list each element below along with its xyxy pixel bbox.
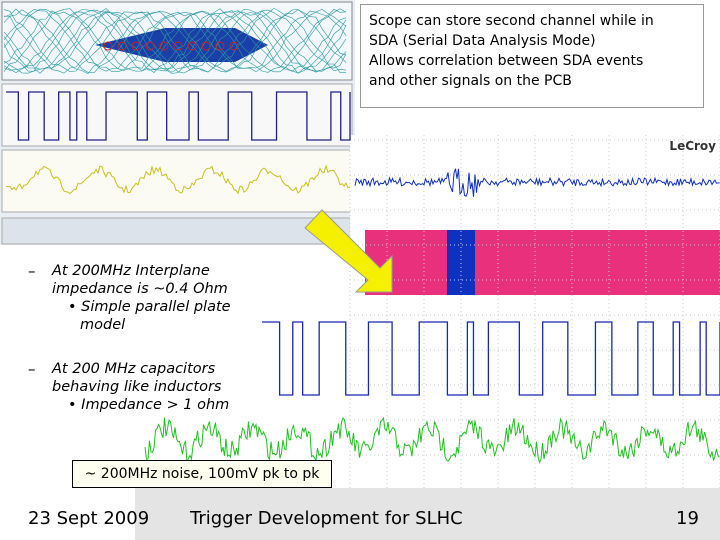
bullet-dash: – [28,360,36,378]
magenta-block [365,230,720,295]
footer-page: 19 [676,508,699,529]
blue-block [447,230,475,295]
eye-trace [3,9,347,74]
noise-trace [354,168,720,198]
eye-trace [3,9,347,72]
callout-line: and other signals on the PCB [369,73,572,89]
eye-trace [3,8,347,73]
footer-title: Trigger Development for SLHC [190,508,463,529]
callout: Scope can store second channel while in S… [360,4,704,108]
marker [187,41,197,51]
bullet-text: At 200 MHz capacitors behaving like indu… [52,361,222,395]
digital-trace [6,91,351,141]
marker [117,41,127,51]
marker [173,41,183,51]
right-scope [350,135,720,490]
noise-trace [144,416,720,465]
marker [229,41,239,51]
eye-trace [3,8,347,73]
eye-trace [3,8,347,74]
marker [201,41,211,51]
bullet: At 200MHz Interplane impedance is ~0.4 O… [52,262,262,334]
scope-brand: LeCroy [669,139,716,153]
analog-trace [5,164,351,195]
eye-trace [3,8,347,73]
eye-trace [3,10,347,74]
status-bar [135,488,720,540]
eye-trace [3,9,347,74]
callout-line: Allows correlation between SDA events [369,53,644,69]
bullet-text: At 200MHz Interplane impedance is ~0.4 O… [52,263,228,297]
marker [103,41,113,51]
eye-trace [3,8,347,73]
arrow [304,209,393,293]
analog-panel [1,149,353,213]
bullet-dash: – [28,262,36,280]
eye-trace [3,9,347,74]
callout-line: SDA (Serial Data Analysis Mode) [369,33,596,49]
digital-trace [262,321,720,396]
eye-trace [3,9,347,74]
sub-bullet: Impedance > 1 ohm [80,396,262,414]
marker [145,41,155,51]
bullet: At 200 MHz capacitors behaving like indu… [52,360,262,414]
eye-trace [3,9,347,74]
footer-date: 23 Sept 2009 [28,508,150,529]
digital-panel [1,83,353,147]
status-panel [1,217,353,245]
noise-label: ~ 200MHz noise, 100mV pk to pk [72,460,332,488]
marker [215,41,225,51]
callout-line: Scope can store second channel while in [369,13,654,29]
marker [159,41,169,51]
eye-trace [3,8,347,74]
marker [131,41,141,51]
eye-trace [3,7,347,73]
sub-bullet: Simple parallel plate model [80,298,262,334]
